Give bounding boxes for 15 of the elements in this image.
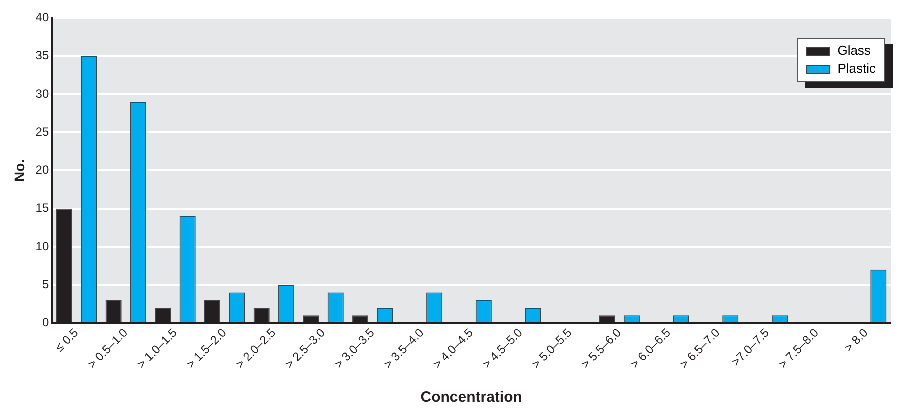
x-axis-title: Concentration (420, 389, 522, 406)
y-tick-label: 20 (36, 163, 50, 178)
y-tick-label: 15 (36, 201, 50, 216)
y-tick-label: 0 (42, 316, 50, 330)
legend-label: Glass (838, 42, 871, 60)
y-tick-label: 40 (36, 10, 50, 25)
y-tick-label: 10 (36, 239, 50, 254)
y-axis-title: No. (11, 159, 28, 182)
y-tick-label: 35 (36, 48, 50, 63)
legend-label: Plastic (838, 60, 876, 78)
y-tick-label: 30 (36, 86, 50, 101)
y-tick-label: 25 (36, 124, 50, 139)
x-tick-label: > 8.0 (842, 326, 872, 355)
y-tick-label: 5 (42, 277, 50, 292)
x-tick-label: ≤ 0.5 (52, 326, 82, 355)
